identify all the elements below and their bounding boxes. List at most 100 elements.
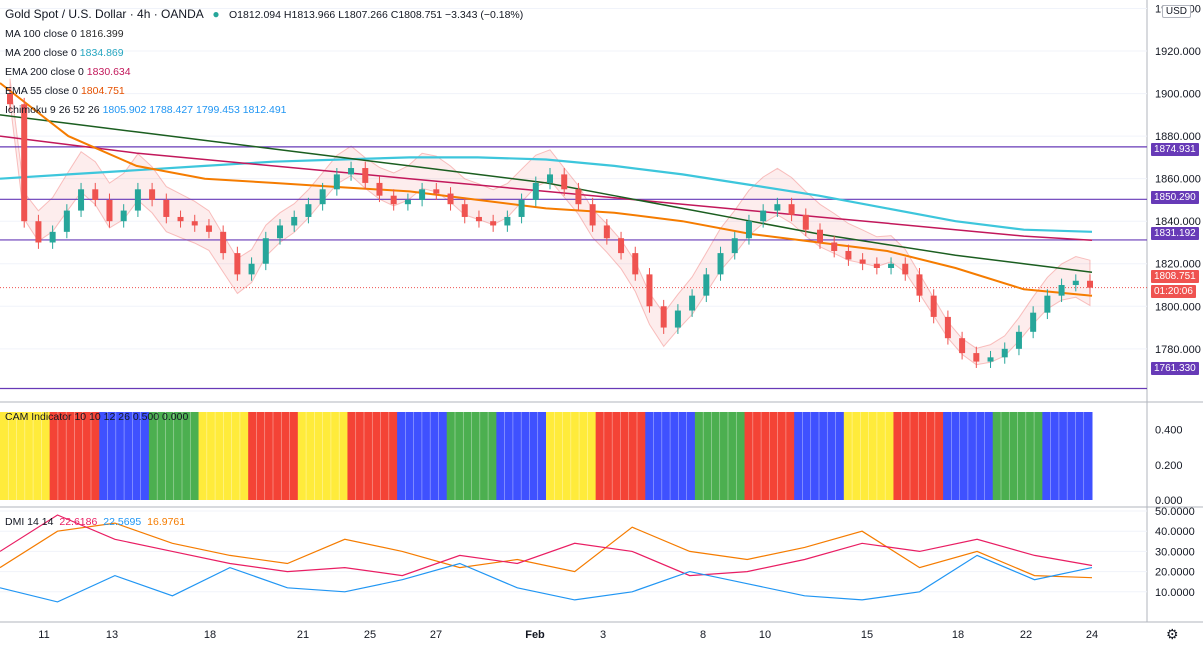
candle-body xyxy=(134,189,141,211)
indicator-legend-ma200[interactable]: MA 200 close 0 1834.869 xyxy=(5,47,124,59)
candle-body xyxy=(177,216,184,222)
candle-body xyxy=(234,253,241,275)
cam-tick-label: 0.000 xyxy=(1155,495,1183,507)
level-label-1831: 1831.192 xyxy=(1151,227,1199,240)
candle-body xyxy=(376,182,383,196)
candle-body xyxy=(745,221,752,239)
candle-body xyxy=(1072,280,1079,286)
dmi-tick-label: 30.0000 xyxy=(1155,546,1195,558)
candle-body xyxy=(21,104,28,222)
candle-body xyxy=(78,189,85,211)
cam-tick-label: 0.400 xyxy=(1155,425,1183,437)
candle-body xyxy=(262,238,269,264)
price-tick-label: 1780.000 xyxy=(1155,344,1201,356)
time-tick-label: 15 xyxy=(861,629,873,641)
symbol-header[interactable]: Gold Spot / U.S. Dollar · 4h · OANDA ● O… xyxy=(5,7,523,21)
dmi-minus-value: 22.5695 xyxy=(103,516,142,528)
currency-badge[interactable]: USD xyxy=(1161,5,1191,18)
candle-body xyxy=(873,263,880,268)
time-tick-label: 3 xyxy=(600,629,606,641)
candle-body xyxy=(717,253,724,275)
last-price-label: 1808.751 xyxy=(1151,270,1199,283)
candle-body xyxy=(731,238,738,254)
price-tick-label: 1880.000 xyxy=(1155,131,1201,143)
candle-body xyxy=(902,263,909,275)
time-tick-label: 10 xyxy=(759,629,771,641)
candle-body xyxy=(248,263,255,275)
symbol-title: Gold Spot / U.S. Dollar · 4h · OANDA xyxy=(5,7,204,21)
candle-body xyxy=(1058,285,1065,296)
time-tick-label: 21 xyxy=(297,629,309,641)
candle-body xyxy=(63,210,70,232)
level-label-1761: 1761.330 xyxy=(1151,362,1199,375)
time-tick-label: 13 xyxy=(106,629,118,641)
candle-body xyxy=(1087,280,1093,288)
indicator-legend-ema55[interactable]: EMA 55 close 0 1804.751 xyxy=(5,85,125,97)
candle-body xyxy=(760,210,767,222)
candle-body xyxy=(561,174,568,190)
candle-body xyxy=(205,225,212,232)
candle-body xyxy=(859,259,866,264)
dmi-legend[interactable]: DMI 14 14 22.6186 22.5695 16.9761 xyxy=(5,516,185,528)
candle-body xyxy=(802,214,809,230)
price-axis-bg xyxy=(1147,0,1203,645)
level-label-1850: 1850.290 xyxy=(1151,191,1199,204)
candle-body xyxy=(419,189,426,200)
candle-body xyxy=(92,189,99,200)
bar-countdown: 01:20:06 xyxy=(1151,285,1196,298)
candle-body xyxy=(49,231,56,243)
candle-body xyxy=(390,195,397,205)
candle-body xyxy=(362,168,369,183)
indicator-legend-ichimoku[interactable]: Ichimoku 9 26 52 26 1805.902 1788.427 179… xyxy=(5,104,287,116)
candle-body xyxy=(348,168,355,175)
candle-body xyxy=(1001,348,1008,358)
candle-body xyxy=(632,253,639,275)
plus-di-line xyxy=(0,554,1093,603)
indicator-legend-ma100[interactable]: MA 100 close 0 1816.399 xyxy=(5,28,124,40)
candle-body xyxy=(461,204,468,217)
ma200-line xyxy=(0,156,1093,233)
cam-indicator-legend[interactable]: CAM Indicator 10 10 12 26 0.500 0.000 xyxy=(5,411,189,423)
candle-body xyxy=(930,295,937,317)
candle-body xyxy=(618,238,625,254)
ema200-line xyxy=(0,135,1093,242)
candle-body xyxy=(831,242,838,251)
candle-body xyxy=(291,216,298,226)
candle-body xyxy=(774,204,781,211)
ohlc-readout: O1812.094 H1813.966 L1807.266 C1808.751 … xyxy=(229,9,524,21)
candle-body xyxy=(589,204,596,226)
indicator-legend-ema200[interactable]: EMA 200 close 0 1830.634 xyxy=(5,66,131,78)
candle-body xyxy=(333,174,340,190)
candle-body xyxy=(1030,312,1037,332)
candle-body xyxy=(944,316,951,339)
candle-body xyxy=(788,204,795,215)
time-tick-label: 25 xyxy=(364,629,376,641)
candle-body xyxy=(959,338,966,354)
indicator-value: 1805.902 1788.427 1799.453 1812.491 xyxy=(102,104,287,116)
time-tick-label: 22 xyxy=(1020,629,1032,641)
ma100-line xyxy=(0,114,1093,274)
candle-body xyxy=(149,189,156,200)
price-tick-label: 1860.000 xyxy=(1155,174,1201,186)
candle-body xyxy=(888,263,895,268)
dmi-tick-label: 20.0000 xyxy=(1155,567,1195,579)
indicator-label: Ichimoku 9 26 52 26 xyxy=(5,104,100,116)
candle-body xyxy=(674,310,681,328)
candle-body xyxy=(106,199,113,222)
candle-body xyxy=(433,189,440,194)
dmi-tick-label: 40.0000 xyxy=(1155,526,1195,538)
dmi-tick-label: 10.0000 xyxy=(1155,587,1195,599)
adx-line xyxy=(0,522,1093,579)
dmi-title: DMI 14 14 xyxy=(5,516,54,528)
candle-body xyxy=(319,189,326,205)
price-tick-label: 1820.000 xyxy=(1155,259,1201,271)
settings-gear-icon[interactable]: ⚙ xyxy=(1166,626,1179,642)
candle-body xyxy=(817,229,823,243)
cam-tick-label: 0.200 xyxy=(1155,460,1183,472)
time-tick-label: 24 xyxy=(1086,629,1098,641)
candle-body xyxy=(35,221,42,243)
indicator-value: 1834.869 xyxy=(79,47,124,59)
candle-body xyxy=(447,193,454,205)
candle-body xyxy=(7,93,13,105)
